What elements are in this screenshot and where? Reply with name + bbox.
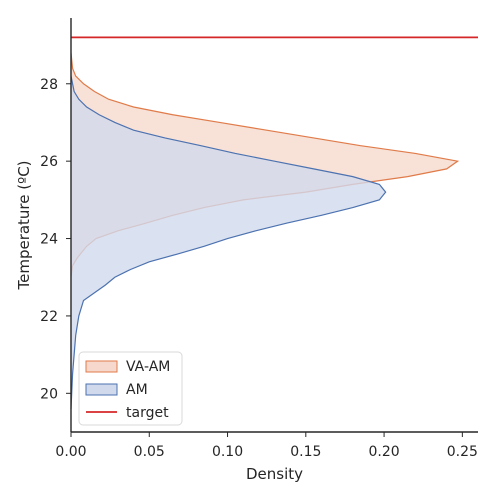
y-tick-label: 26 bbox=[40, 154, 58, 170]
y-tick-label: 22 bbox=[40, 309, 58, 325]
density-areas bbox=[70, 52, 460, 409]
x-tick-label: 0.15 bbox=[290, 444, 321, 460]
legend-swatch-am bbox=[85, 383, 118, 396]
legend-swatch-va-am bbox=[85, 360, 118, 373]
density-area-am bbox=[71, 76, 386, 409]
x-tick-label: 0.10 bbox=[212, 444, 243, 460]
y-tick-label: 28 bbox=[40, 77, 58, 93]
legend-label-target: target bbox=[126, 405, 169, 421]
density-line-am bbox=[70, 75, 387, 409]
axes bbox=[70, 18, 478, 433]
legend-label-va-am: VA-AM bbox=[126, 359, 170, 375]
x-axis-label: Density bbox=[246, 465, 303, 483]
x-tick-label: 0.00 bbox=[55, 444, 86, 460]
x-tick-label: 0.25 bbox=[447, 444, 478, 460]
legend-label-am: AM bbox=[126, 382, 148, 398]
y-ticks: 20 22 24 26 28 bbox=[40, 77, 71, 402]
x-tick-label: 0.05 bbox=[134, 444, 165, 460]
legend: VA-AM AM target bbox=[78, 351, 183, 426]
y-tick-label: 20 bbox=[40, 386, 58, 402]
x-ticks: 0.00 0.05 0.10 0.15 0.20 0.25 bbox=[55, 432, 478, 460]
y-axis-label: Temperature (ºC) bbox=[15, 160, 33, 290]
y-tick-label: 24 bbox=[40, 232, 58, 248]
x-tick-label: 0.20 bbox=[368, 444, 399, 460]
